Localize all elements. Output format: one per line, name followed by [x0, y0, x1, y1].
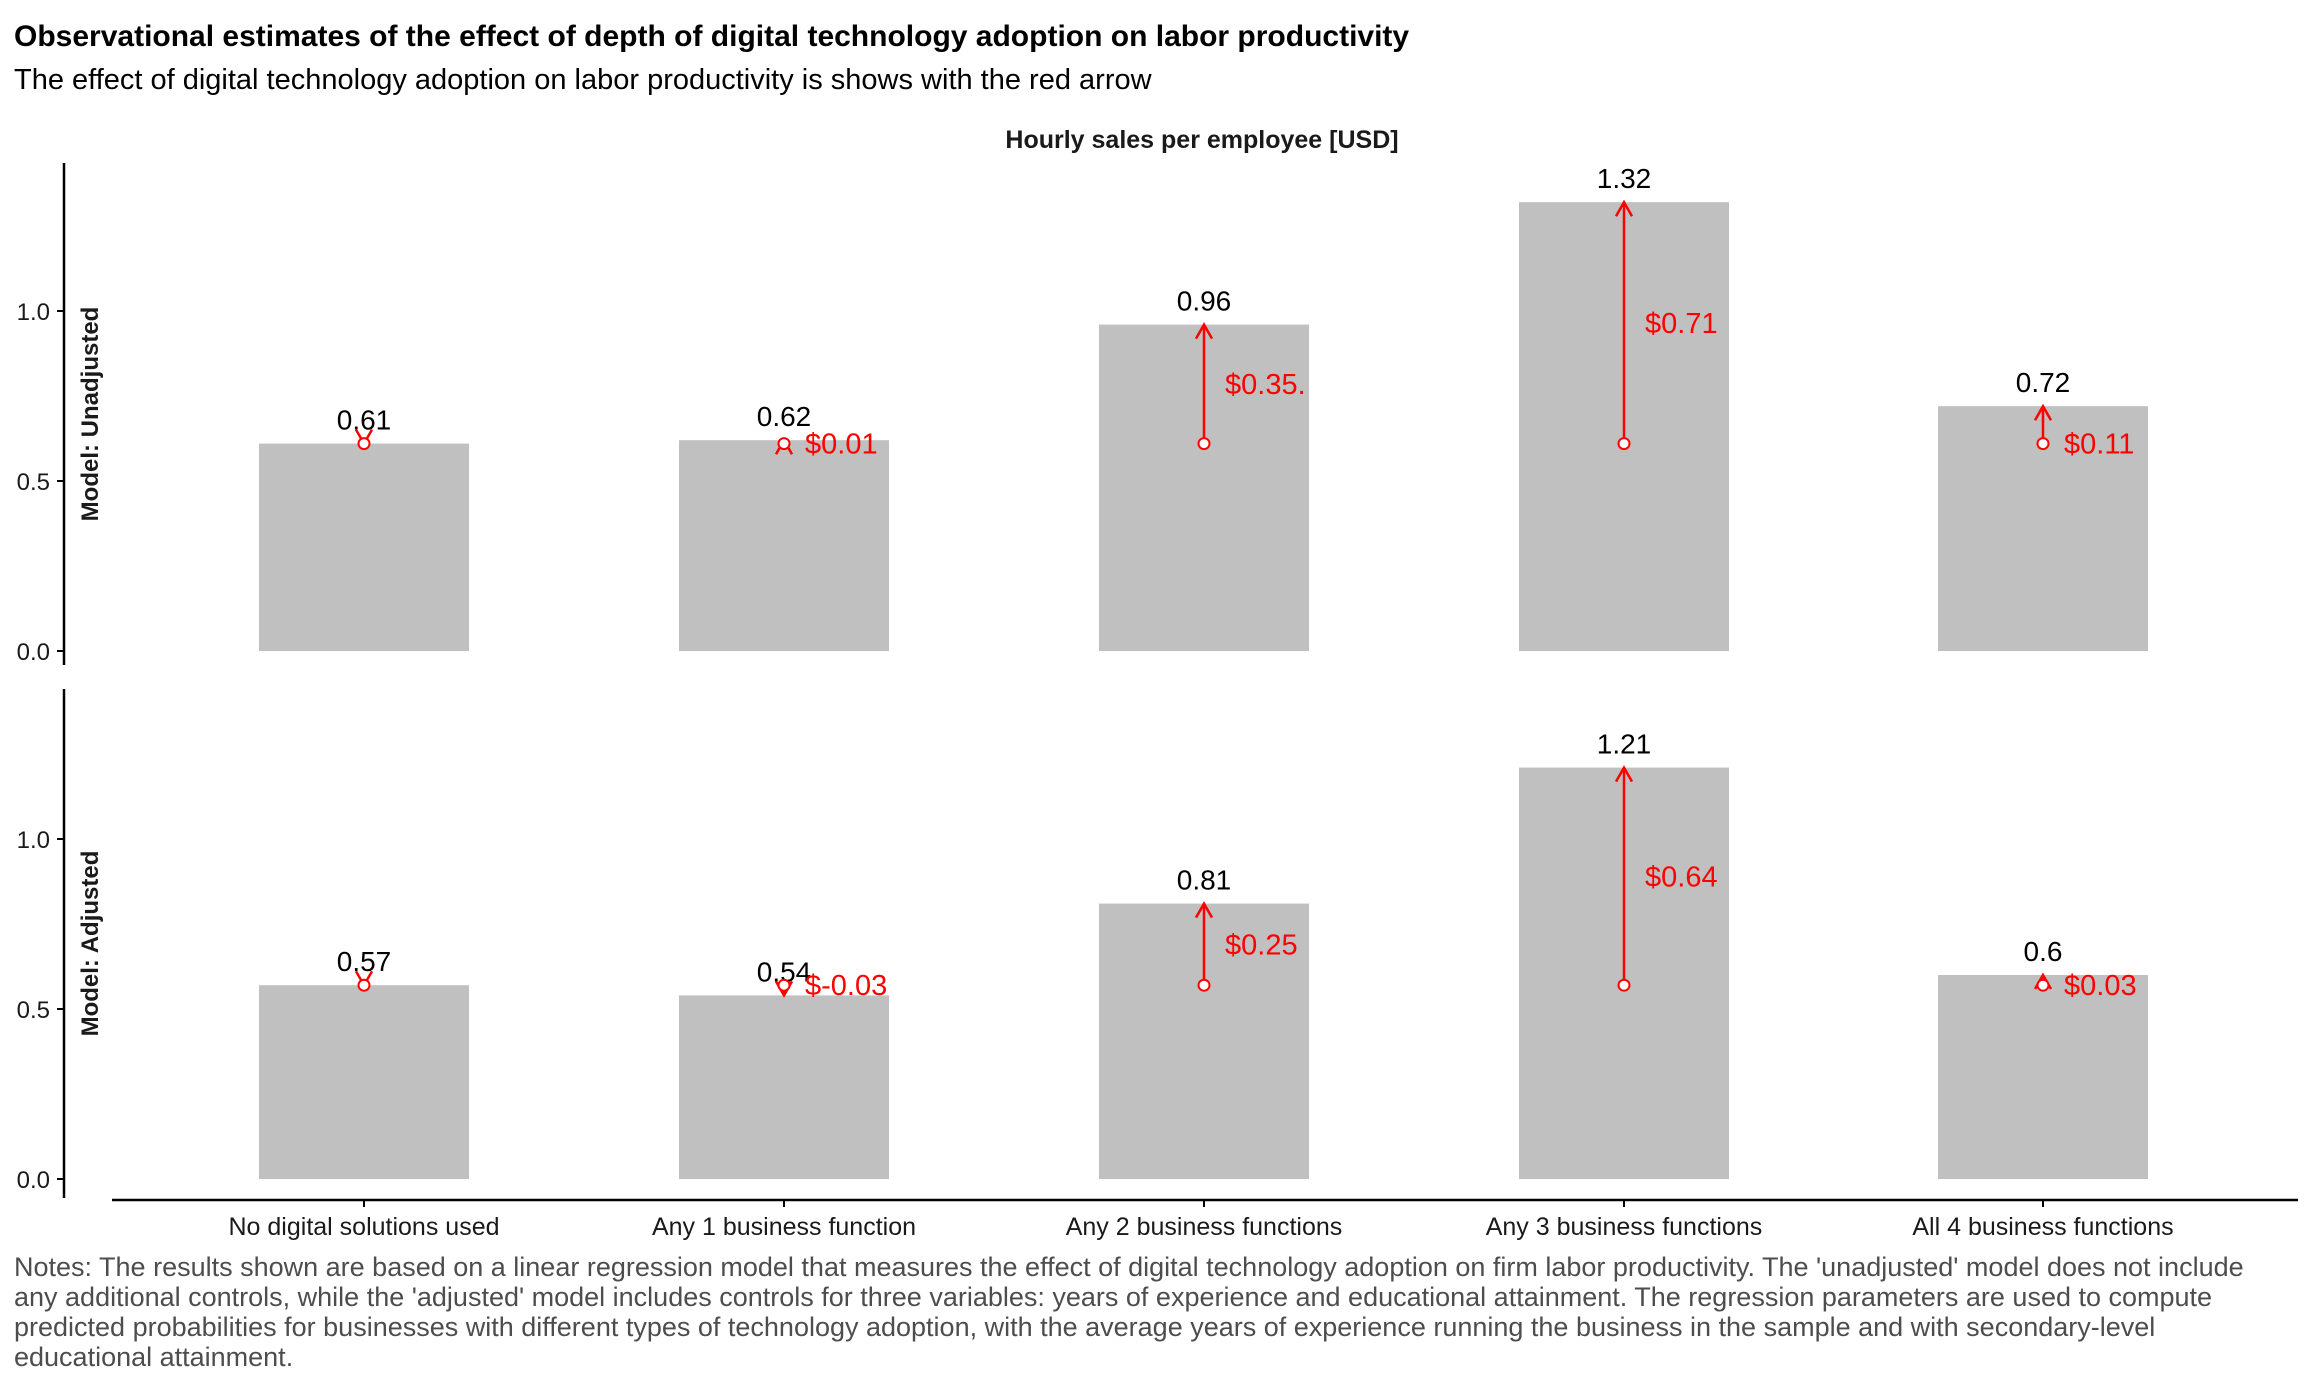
effect-label: $-0.03: [805, 970, 887, 1002]
panel-label: Model: Unadjusted: [77, 307, 104, 522]
y-tick-label: 0.5: [17, 469, 50, 496]
bar: [679, 440, 889, 651]
bar: [259, 443, 469, 651]
bar: [679, 995, 889, 1179]
effect-label: $0.71: [1645, 308, 1718, 340]
y-tick-label: 0.5: [17, 997, 50, 1024]
effect-label: $0.11: [2064, 429, 2134, 461]
baseline-point: [777, 978, 791, 992]
baseline-point: [357, 978, 371, 992]
bar-value-label: 0.62: [757, 401, 812, 432]
x-tick-label: Any 1 business function: [652, 1213, 916, 1241]
effect-arrowhead: [1194, 901, 1214, 919]
bar-value-label: 0.72: [2016, 367, 2071, 398]
bar: [1938, 975, 2148, 1179]
effect-arrowhead: [1614, 765, 1634, 783]
facet-title: Hourly sales per employee [USD]: [1005, 126, 1398, 154]
baseline-point: [2036, 978, 2050, 992]
effect-label: $0.25: [1225, 929, 1298, 961]
bar-value-label: 1.32: [1597, 163, 1652, 194]
chart-subtitle: The effect of digital technology adoptio…: [14, 64, 1152, 96]
bar-value-label: 0.96: [1177, 286, 1232, 317]
x-tick-label: No digital solutions used: [229, 1213, 500, 1241]
effect-arrowhead: [1194, 322, 1214, 340]
effect-label: $0.35.: [1225, 369, 1306, 401]
y-tick-label: 0.0: [17, 639, 50, 666]
effect-label: $0.03: [2064, 970, 2137, 1002]
bar-value-label: 0.61: [337, 405, 392, 436]
y-tick-label: 1.0: [17, 299, 50, 326]
bar-value-label: 0.57: [337, 946, 392, 977]
bar-value-label: 0.6: [2024, 936, 2063, 967]
bar-value-label: 1.21: [1597, 729, 1652, 760]
x-tick-label: All 4 business functions: [1912, 1213, 2173, 1241]
effect-label: $0.64: [1645, 861, 1718, 893]
y-tick-label: 1.0: [17, 827, 50, 854]
chart-title: Observational estimates of the effect of…: [14, 20, 1410, 53]
x-tick-label: Any 3 business functions: [1486, 1213, 1763, 1241]
baseline-point: [1617, 978, 1631, 992]
bar-value-label: 0.81: [1177, 865, 1232, 896]
bar: [259, 985, 469, 1179]
chart-notes: Notes: The results shown are based on a …: [14, 1252, 2244, 1372]
bar-chart: Hourly sales per employee [USD] 0.0 0.5 1.…: [17, 126, 2298, 1241]
baseline-point: [2036, 437, 2050, 451]
y-tick-label: 0.0: [17, 1167, 50, 1194]
x-tick-label: Any 2 business functions: [1066, 1213, 1343, 1241]
baseline-point: [1617, 437, 1631, 451]
effect-arrowhead: [1614, 199, 1634, 217]
baseline-point: [357, 437, 371, 451]
effect-arrowhead: [2033, 403, 2053, 421]
effect-label: $0.01: [805, 429, 878, 461]
baseline-point: [1197, 437, 1211, 451]
panel-label: Model: Adjusted: [77, 851, 104, 1037]
baseline-point: [777, 437, 791, 451]
baseline-point: [1197, 978, 1211, 992]
